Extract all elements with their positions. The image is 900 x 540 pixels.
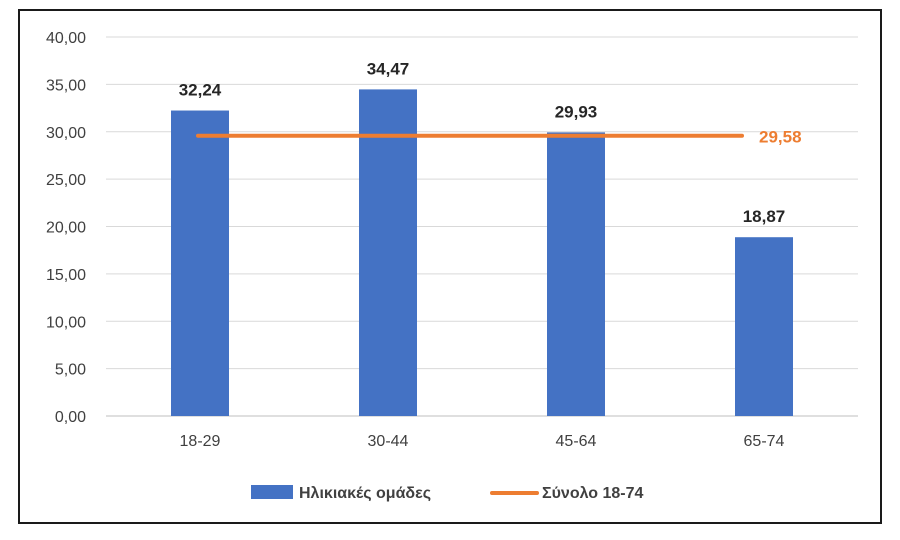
legend-label-line: Σύνολο 18-74 [542,485,644,502]
y-tick-label: 30,00 [46,125,86,142]
chart-frame: 0,00 5,00 10,00 15,00 20,00 25,00 30,00 35,00 40… [18,9,882,524]
bar-data-label: 32,24 [179,81,222,100]
y-tick-label: 15,00 [46,267,86,284]
y-axis-ticks: 0,00 5,00 10,00 15,00 20,00 25,00 30,00 35,00 40… [46,30,86,426]
bar-data-label: 34,47 [367,59,410,78]
reference-line-series: 29,58 [196,128,802,147]
bar-data-label: 18,87 [743,207,786,226]
y-tick-label: 10,00 [46,314,86,331]
gridlines [106,36,858,417]
y-tick-label: 40,00 [46,30,86,47]
y-tick-label: 20,00 [46,220,86,237]
bar-series: 32,24 34,47 29,93 18,87 [171,59,793,416]
legend-label-bars: Ηλικιακές ομάδες [299,485,431,502]
bar [547,132,605,416]
y-tick-label: 5,00 [55,362,86,379]
bar [735,237,793,416]
x-tick-label: 65-74 [744,433,785,450]
y-tick-label: 25,00 [46,172,86,189]
reference-line-data-label: 29,58 [759,128,802,147]
bar [359,89,417,416]
y-tick-label: 35,00 [46,77,86,94]
bar [171,110,229,416]
legend: Ηλικιακές ομάδες Σύνολο 18-74 [251,485,644,502]
bar-data-label: 29,93 [555,102,598,121]
legend-swatch-bars [251,485,293,499]
x-axis-ticks: 18-29 30-44 45-64 65-74 [180,433,785,450]
x-tick-label: 30-44 [368,433,409,450]
y-tick-label: 0,00 [55,409,86,426]
x-tick-label: 45-64 [556,433,597,450]
x-tick-label: 18-29 [180,433,221,450]
bar-chart: 0,00 5,00 10,00 15,00 20,00 25,00 30,00 35,00 40… [46,30,858,502]
